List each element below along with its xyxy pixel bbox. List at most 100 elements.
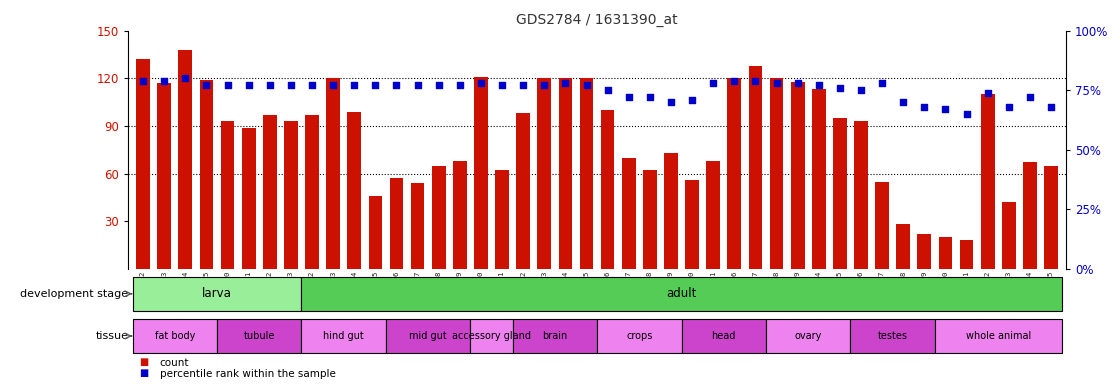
Point [219,83,237,89]
Point [979,89,997,96]
Text: count: count [160,358,189,367]
Point [430,83,448,89]
Bar [389,178,403,269]
Text: tubule: tubule [243,331,275,341]
Bar [157,83,171,269]
Text: brain: brain [542,331,567,341]
Bar [285,121,298,269]
Text: testes: testes [877,331,907,341]
Bar [496,170,509,269]
Bar [622,158,636,269]
Bar [538,78,551,269]
Point [134,78,152,84]
Bar [133,319,217,353]
Point [810,83,828,89]
Bar [685,180,699,269]
Point [683,97,701,103]
Bar [939,237,952,269]
Point [240,83,258,89]
Bar [326,78,340,269]
Bar [200,80,213,269]
Point [619,94,637,101]
Point [873,80,891,86]
Bar [896,224,910,269]
Text: tissue: tissue [96,331,128,341]
Bar [512,319,597,353]
Text: development stage: development stage [20,289,128,299]
Text: crops: crops [626,331,653,341]
Point [958,111,975,117]
Point [366,83,384,89]
Bar [263,115,277,269]
Text: percentile rank within the sample: percentile rank within the sample [160,369,336,379]
Bar [1002,202,1016,269]
Point [198,83,215,89]
Bar [368,196,382,269]
Point [725,78,743,84]
Bar [833,118,847,269]
Point [1042,104,1060,110]
Point [747,78,764,84]
Bar [706,161,720,269]
Point [557,80,575,86]
Point [936,106,954,113]
Bar [517,113,530,269]
Point [155,78,173,84]
Point [304,83,321,89]
Bar [664,153,677,269]
Bar [347,112,362,269]
Bar [766,319,850,353]
Bar [242,127,256,269]
Point [282,83,300,89]
Bar [133,277,301,311]
Text: ovary: ovary [795,331,821,341]
Bar [179,50,192,269]
Point [831,85,849,91]
Point [662,99,680,105]
Bar [470,319,512,353]
Bar [411,183,424,269]
Point [894,99,912,105]
Point [325,83,343,89]
Bar [453,161,466,269]
Bar [301,277,1061,311]
Point [789,80,807,86]
Bar [474,77,488,269]
Bar [597,319,682,353]
Bar [749,66,762,269]
Text: hind gut: hind gut [324,331,364,341]
Bar [386,319,470,353]
Bar [432,166,445,269]
Bar [600,110,615,269]
Point [451,83,469,89]
Text: head: head [712,331,735,341]
Point [345,83,363,89]
Bar [850,319,935,353]
Bar [1023,162,1037,269]
Point [472,80,490,86]
Point [387,83,405,89]
Point [768,80,786,86]
Text: ■: ■ [140,368,148,378]
Bar [875,182,889,269]
Bar [917,234,931,269]
Text: adult: adult [666,287,696,300]
Text: mid gut: mid gut [410,331,448,341]
Text: larva: larva [202,287,232,300]
Bar [854,121,868,269]
Point [261,83,279,89]
Bar [301,319,386,353]
Point [704,80,722,86]
Bar [136,59,150,269]
Bar [770,78,783,269]
Point [514,83,532,89]
Point [536,83,554,89]
Bar [558,78,573,269]
Point [598,87,616,93]
Text: accessory gland: accessory gland [452,331,531,341]
Text: fat body: fat body [155,331,195,341]
Bar [960,240,973,269]
Point [915,104,933,110]
Point [493,83,511,89]
Point [578,83,596,89]
